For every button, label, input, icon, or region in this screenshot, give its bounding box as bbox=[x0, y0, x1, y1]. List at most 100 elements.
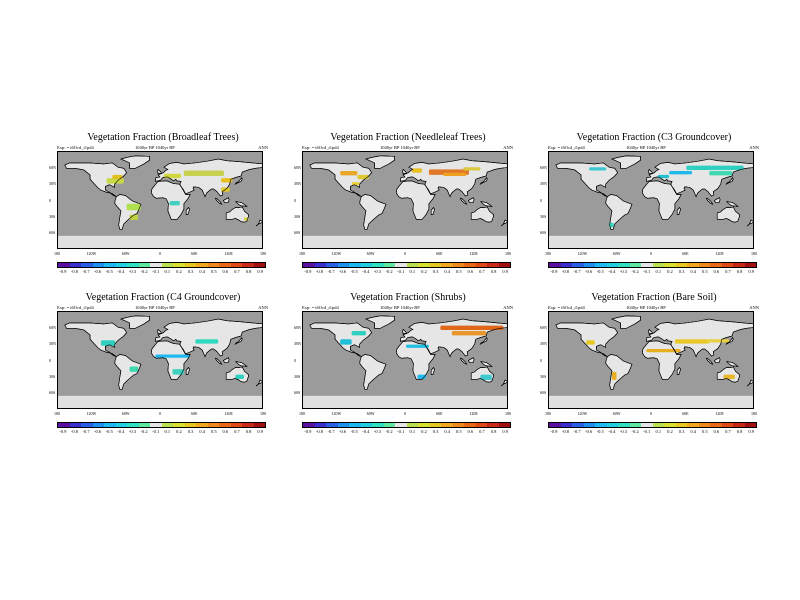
latitude-label: 60N bbox=[49, 164, 56, 170]
colorbar-label: -0.2 bbox=[631, 429, 639, 434]
vegetation-patch bbox=[183, 170, 224, 176]
colorbar-label: -0.1 bbox=[643, 429, 651, 434]
coastline bbox=[234, 176, 243, 185]
colorbar-label: 0.8 bbox=[490, 429, 497, 434]
colorbar-label: -0.5 bbox=[596, 269, 604, 274]
longitude-label: 60E bbox=[191, 251, 198, 256]
world-map bbox=[548, 151, 754, 249]
colorbar-label: -0.8 bbox=[315, 269, 323, 274]
latitude-label: 30S bbox=[49, 213, 56, 219]
colorbar-label: 0.9 bbox=[502, 429, 508, 434]
colorbar-segment bbox=[629, 423, 641, 427]
latitude-label: 30S bbox=[294, 373, 301, 379]
colorbar-label: 0.8 bbox=[245, 269, 252, 274]
coastline bbox=[555, 162, 619, 197]
longitude-label: 180 bbox=[505, 411, 511, 416]
colorbar-segment bbox=[606, 423, 618, 427]
coastline bbox=[395, 340, 436, 380]
longitude-label: 120W bbox=[331, 251, 342, 256]
colorbar-label: 0.5 bbox=[701, 269, 708, 274]
colorbar-segment bbox=[641, 263, 653, 267]
coastline bbox=[225, 206, 249, 223]
vegetation-patch bbox=[406, 344, 429, 348]
colorbar-segment bbox=[115, 263, 127, 267]
latitude-label: 60N bbox=[540, 164, 547, 170]
longitude-label: 0 bbox=[404, 411, 406, 416]
coastline bbox=[234, 336, 243, 345]
colorbar-label: -0.3 bbox=[619, 429, 628, 434]
colorbar-label: 0.7 bbox=[234, 429, 240, 434]
colorbar-label: 0.5 bbox=[210, 269, 217, 274]
colorbar-segment bbox=[383, 263, 395, 267]
landmass-antarctica bbox=[549, 395, 753, 408]
colorbar-label: 0.9 bbox=[748, 429, 754, 434]
coastline bbox=[235, 361, 248, 367]
colorbar-segment bbox=[58, 423, 70, 427]
colorbar-label: 0.9 bbox=[257, 269, 263, 274]
world-map bbox=[302, 151, 508, 249]
experiment-label: Exp: = t6Ocd_t1pd4 bbox=[302, 145, 339, 150]
latitude-label: 60S bbox=[540, 230, 547, 236]
longitude-label: 120W bbox=[86, 251, 97, 256]
colorbar-segment bbox=[464, 423, 476, 427]
coastline bbox=[365, 315, 395, 329]
colorbar-segment bbox=[219, 423, 231, 427]
coastline bbox=[713, 197, 721, 203]
colorbar-segment bbox=[349, 423, 361, 427]
colorbar-label: -0.3 bbox=[128, 429, 137, 434]
vegetation-patch bbox=[440, 325, 504, 330]
colorbar-segment bbox=[230, 423, 242, 427]
latitude-label: 30N bbox=[49, 341, 56, 347]
experiment-label: Exp: = t6Ocd_t1pd4 bbox=[302, 305, 339, 310]
coastline bbox=[222, 357, 230, 363]
colorbar-label: 0.3 bbox=[187, 269, 194, 274]
colorbar-segment bbox=[173, 263, 185, 267]
colorbar-segment bbox=[606, 263, 618, 267]
coastline bbox=[705, 357, 714, 365]
colorbar-label: 0.4 bbox=[199, 429, 205, 434]
colorbar bbox=[302, 262, 511, 268]
coastline bbox=[470, 366, 494, 383]
colorbar-label: -0.9 bbox=[304, 269, 312, 274]
colorbar-segment bbox=[487, 423, 499, 427]
longitude-label: 180 bbox=[260, 251, 266, 256]
longitude-label: 120W bbox=[577, 411, 588, 416]
colorbar-segment bbox=[383, 423, 395, 427]
colorbar-label: -0.9 bbox=[550, 269, 558, 274]
colorbar-segment bbox=[687, 263, 699, 267]
colorbar-segment bbox=[687, 423, 699, 427]
colorbar-label: -0.8 bbox=[70, 269, 78, 274]
experiment-label: Exp: = t6Ocd_t1pd4 bbox=[548, 145, 585, 150]
vegetation-patch bbox=[172, 369, 184, 375]
colorbar-label: 0.4 bbox=[690, 269, 696, 274]
colorbar-label: 0.6 bbox=[222, 269, 229, 274]
colorbar-label: 0.2 bbox=[176, 429, 182, 434]
colorbar-segment bbox=[115, 423, 127, 427]
coastline bbox=[430, 367, 435, 375]
colorbar-segment bbox=[196, 423, 208, 427]
map-svg bbox=[549, 312, 753, 408]
colorbar-label: 0.6 bbox=[713, 269, 720, 274]
season-label: ANN bbox=[503, 305, 513, 310]
longitude-label: 60E bbox=[682, 411, 689, 416]
colorbar-label: -0.1 bbox=[397, 429, 405, 434]
colorbar-segment bbox=[475, 423, 487, 427]
longitude-label: 180 bbox=[299, 411, 305, 416]
colorbar-segment bbox=[150, 423, 162, 427]
vegetation-patch bbox=[351, 331, 366, 336]
colorbar-label: 0.5 bbox=[701, 429, 708, 434]
colorbar-segment bbox=[498, 263, 510, 267]
colorbar-label: 0.8 bbox=[736, 269, 743, 274]
colorbar-segment bbox=[242, 263, 254, 267]
colorbar-label: 0.2 bbox=[667, 269, 673, 274]
coastline bbox=[716, 206, 740, 223]
longitude-label: 0 bbox=[159, 411, 161, 416]
colorbar-segment bbox=[360, 263, 372, 267]
vegetation-patch bbox=[646, 349, 681, 353]
colorbar-segment bbox=[303, 423, 315, 427]
vegetation-patch bbox=[706, 339, 730, 343]
colorbar-segment bbox=[104, 423, 116, 427]
colorbar-segment bbox=[184, 263, 196, 267]
coastline bbox=[157, 168, 163, 175]
longitude-label: 60W bbox=[612, 251, 621, 256]
